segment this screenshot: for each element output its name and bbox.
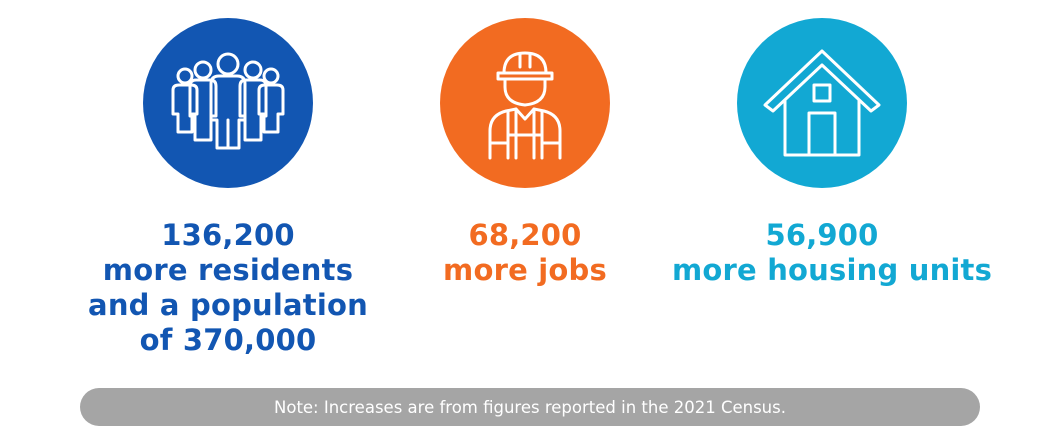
housing-number: 56,900 [765, 218, 879, 252]
residents-number: 136,200 [161, 218, 295, 252]
residents-line: more residents [102, 253, 354, 287]
jobs-number: 68,200 [468, 218, 582, 252]
stat-housing: 56,900 more housing units [672, 0, 993, 288]
note-bar: Note: Increases are from figures reporte… [80, 388, 980, 426]
housing-line: more housing units [672, 253, 993, 287]
residents-line: of 370,000 [139, 323, 317, 357]
residents-line: and a population [88, 288, 368, 322]
construction-worker-icon [488, 51, 562, 160]
jobs-line: more jobs [443, 253, 607, 287]
housing-text: 56,900 more housing units [672, 218, 993, 288]
people-group-icon [171, 52, 285, 150]
stat-residents: 136,200 more residents and a population … [78, 0, 378, 358]
residents-text: 136,200 more residents and a population … [78, 218, 378, 358]
residents-icon-circle [143, 18, 313, 188]
note-text: Note: Increases are from figures reporte… [274, 397, 786, 417]
housing-icon-circle [737, 18, 907, 188]
jobs-text: 68,200 more jobs [375, 218, 675, 288]
stat-jobs: 68,200 more jobs [375, 0, 675, 288]
house-icon [763, 49, 881, 157]
jobs-icon-circle [440, 18, 610, 188]
